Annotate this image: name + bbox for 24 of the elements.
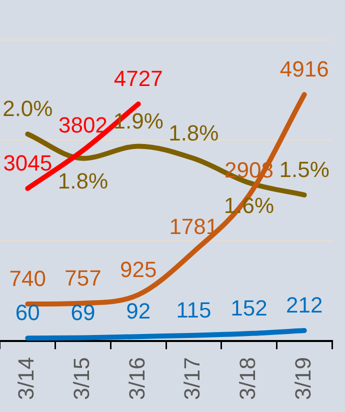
data-label: 757 xyxy=(64,265,102,290)
data-label: 60 xyxy=(15,300,40,326)
data-label: 3045 xyxy=(3,150,52,176)
data-label: 115 xyxy=(176,297,212,322)
data-label: 92 xyxy=(126,298,151,324)
data-label: 3802 xyxy=(58,112,108,138)
x-tick-label: 3/19 xyxy=(290,357,316,400)
data-label: 212 xyxy=(286,292,323,318)
x-tick-label: 3/18 xyxy=(235,357,260,400)
data-label: 4727 xyxy=(114,66,163,92)
data-label: 1.5% xyxy=(279,157,330,182)
data-label: 2.0% xyxy=(2,96,53,122)
data-label: 69 xyxy=(70,300,96,325)
x-tick-label: 3/17 xyxy=(180,357,205,400)
x-tick-label: 3/16 xyxy=(124,357,150,400)
data-label: 740 xyxy=(9,266,46,292)
x-tick-label: 3/15 xyxy=(69,357,94,400)
data-label: 925 xyxy=(120,256,157,282)
data-label: 1.8% xyxy=(58,168,108,194)
data-label: 1781 xyxy=(169,214,218,239)
data-label: 1.8% xyxy=(168,120,219,146)
data-label: 4916 xyxy=(280,56,329,82)
data-label: 152 xyxy=(230,296,268,321)
x-tick-label: 3/14 xyxy=(14,357,39,400)
